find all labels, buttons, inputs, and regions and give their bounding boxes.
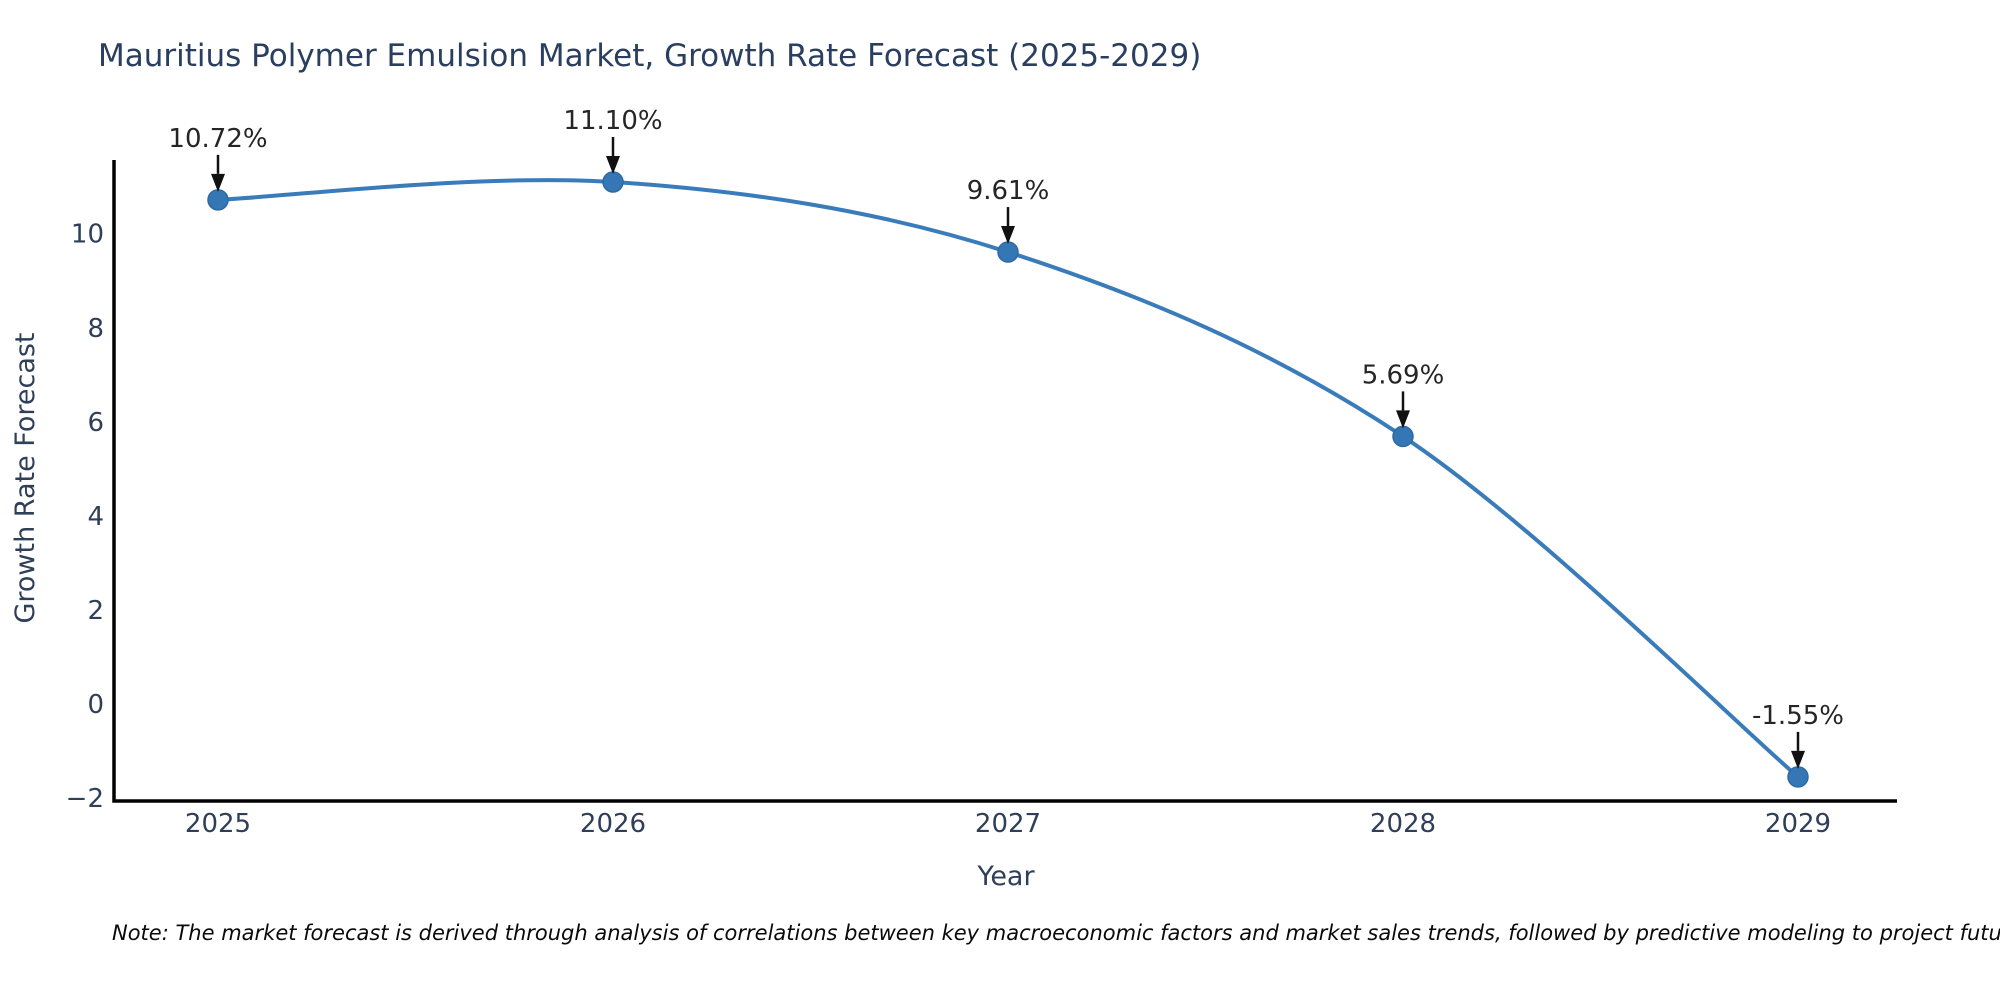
axis-spines — [112, 160, 1897, 803]
data-point-value-label: 5.69% — [1362, 360, 1445, 390]
chart-title: Mauritius Polymer Emulsion Market, Growt… — [98, 38, 1201, 74]
annotation-arrowhead-icon — [1791, 750, 1805, 769]
annotation-arrowhead-icon — [606, 155, 620, 174]
annotation-arrowhead-icon — [1396, 410, 1410, 429]
annotation-arrowhead-icon — [1001, 226, 1015, 245]
y-tick-label: 2 — [87, 596, 104, 626]
y-tick-label: 0 — [87, 690, 104, 720]
y-tick-label: 8 — [87, 314, 104, 344]
data-point-marker — [602, 171, 624, 193]
data-point-value-label: 9.61% — [967, 176, 1050, 206]
data-point-value-label: 10.72% — [168, 124, 267, 154]
annotation-arrowhead-icon — [211, 173, 225, 192]
x-tick-label: 2028 — [1370, 809, 1436, 839]
x-axis-title: Year — [976, 861, 1035, 892]
data-point-marker — [1392, 425, 1414, 448]
y-axis-title: Growth Rate Forecast — [10, 332, 41, 623]
data-point-marker — [997, 241, 1019, 263]
data-point-marker — [207, 189, 229, 211]
data-point-marker — [1787, 766, 1809, 788]
forecast-line-series — [207, 171, 1809, 788]
data-point-annotations: 10.72% 11.10% 9.61% 5.69% -1.55% — [168, 106, 1844, 769]
forecast-line — [216, 178, 1800, 779]
data-point-value-label: 11.10% — [563, 106, 662, 136]
y-tick-label: 10 — [71, 220, 104, 250]
data-point-value-label: -1.55% — [1752, 701, 1844, 731]
y-axis-tick-labels: −2 0 2 4 6 8 10 — [66, 220, 104, 814]
x-tick-label: 2026 — [580, 809, 646, 839]
y-tick-label: 6 — [87, 408, 104, 438]
x-tick-label: 2027 — [975, 809, 1041, 839]
footnote: Note: The market forecast is derived thr… — [112, 921, 2000, 945]
x-tick-label: 2025 — [185, 809, 251, 839]
y-tick-label: 4 — [87, 502, 104, 532]
y-tick-label: −2 — [66, 784, 104, 814]
x-tick-label: 2029 — [1765, 809, 1831, 839]
x-axis-tick-labels: 2025 2026 2027 2028 2029 — [185, 809, 1831, 839]
